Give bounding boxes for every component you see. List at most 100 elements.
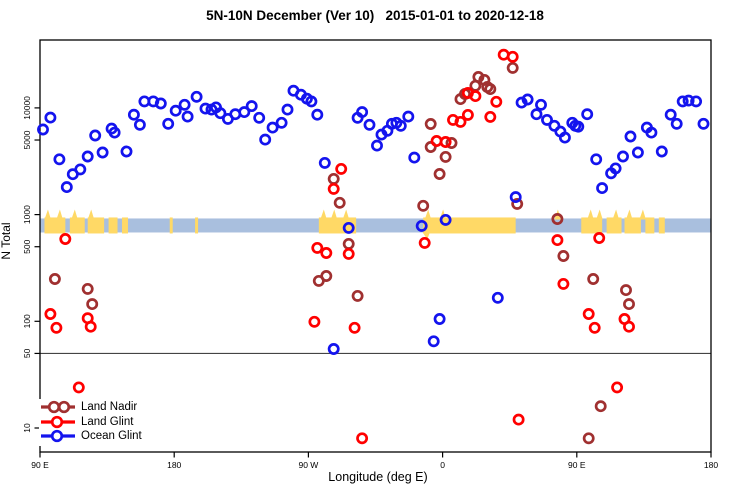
scatter-point-ocean-glint: [363, 118, 376, 131]
scatter-point-land-glint: [469, 90, 482, 103]
scatter-point-land-glint: [557, 277, 570, 290]
land-spike: [342, 209, 350, 220]
scatter-point-land-glint: [348, 321, 361, 334]
scatter-point-land-nadir: [445, 137, 458, 149]
land-band-segment: [108, 217, 118, 234]
scatter-point-ocean-glint: [427, 335, 440, 348]
scatter-point-land-nadir: [472, 71, 485, 83]
land-nadir-symbol-icon: [41, 400, 75, 414]
scatter-point-ocean-glint: [120, 145, 133, 158]
scatter-point-ocean-glint: [609, 162, 622, 175]
scatter-point-ocean-glint: [408, 151, 421, 164]
scatter-point-ocean-glint: [133, 118, 146, 131]
scatter-point-land-glint: [461, 108, 474, 121]
scatter-point-land-nadir: [551, 213, 564, 225]
scatter-point-land-nadir: [557, 250, 570, 262]
scatter-point-ocean-glint: [645, 126, 658, 139]
scatter-point-land-glint: [593, 232, 606, 244]
land-band-segment: [581, 217, 603, 234]
land-spike: [612, 209, 620, 220]
scatter-point-land-glint: [439, 136, 452, 148]
scatter-point-ocean-glint: [535, 98, 547, 111]
scatter-point-land-nadir: [424, 118, 437, 130]
scatter-point-land-nadir: [587, 273, 600, 285]
x-tick-label: 90 W: [298, 460, 318, 470]
scatter-point-ocean-glint: [439, 213, 452, 226]
scatter-point-ocean-glint: [60, 181, 73, 194]
scatter-point-land-nadir: [424, 141, 437, 153]
x-tick-label: 180: [704, 460, 718, 470]
scatter-point-ocean-glint: [697, 117, 710, 130]
scatter-point-ocean-glint: [154, 97, 167, 110]
scatter-point-ocean-glint: [318, 156, 331, 169]
scatter-point-land-nadir: [506, 61, 519, 74]
scatter-point-ocean-glint: [690, 95, 703, 108]
scatter-point-land-glint: [506, 50, 519, 63]
land-spike: [56, 209, 63, 220]
scatter-point-land-nadir: [320, 270, 333, 282]
y-tick-label: 100: [22, 314, 32, 328]
scatter-point-ocean-glint: [53, 153, 66, 166]
legend-symbol: [41, 430, 75, 443]
scatter-point-ocean-glint: [81, 150, 94, 163]
scatter-point-land-nadir: [511, 197, 524, 210]
y-tick-label: 10: [22, 423, 32, 433]
x-tick-label: 90 E: [31, 460, 49, 470]
scatter-point-land-nadir: [484, 83, 497, 96]
scatter-point-ocean-glint: [281, 103, 294, 116]
chart-title: 5N-10N December (Ver 10) 2015-01-01 to 2…: [206, 8, 544, 23]
plot-border: [39, 39, 712, 453]
y-tick-label: 50: [22, 348, 32, 358]
scatter-point-land-glint: [356, 432, 369, 445]
scatter-point-ocean-glint: [581, 108, 594, 121]
land-band-segment: [658, 217, 665, 234]
land-spike: [87, 209, 95, 220]
scatter-point-land-nadir: [48, 273, 61, 285]
land-spike: [320, 209, 327, 220]
legend-symbol: [41, 401, 75, 414]
scatter-point-ocean-glint: [266, 121, 279, 134]
scatter-point-ocean-glint: [521, 93, 534, 106]
y-tick-label: 500: [22, 239, 32, 253]
land-spike: [330, 209, 338, 220]
scatter-point-ocean-glint: [89, 129, 102, 142]
ocean-band: [40, 218, 711, 233]
land-band-segment: [195, 217, 199, 234]
scatter-point-land-glint: [490, 95, 503, 108]
x-axis-label: Longitude (deg E): [328, 470, 428, 484]
legend-item-land-nadir: Land Nadir: [41, 400, 142, 415]
chart-legend: Land Nadir Land Glint Ocean Glint: [39, 399, 146, 446]
ocean-glint-symbol-icon: [41, 429, 75, 443]
scatter-point-ocean-glint: [558, 131, 571, 144]
scatter-point-ocean-glint: [169, 104, 182, 117]
land-spike: [596, 209, 603, 220]
scatter-point-ocean-glint: [631, 146, 644, 159]
scatter-point-ocean-glint: [259, 133, 272, 146]
land-band-segment: [87, 217, 105, 234]
y-tick-label: 5000: [22, 130, 32, 149]
land-band-segment: [624, 217, 641, 234]
scatter-point-land-glint: [308, 315, 321, 328]
scatter-point-land-glint: [342, 247, 355, 260]
scatter-point-ocean-glint: [214, 107, 227, 120]
scatter-point-ocean-glint: [181, 110, 194, 123]
scatter-point-ocean-glint: [433, 313, 446, 325]
scatter-point-ocean-glint: [108, 126, 121, 139]
scatter-point-ocean-glint: [305, 95, 318, 108]
y-tick-label: 1000: [22, 205, 32, 224]
scatter-point-ocean-glint: [664, 108, 677, 121]
scatter-point-ocean-glint: [190, 90, 203, 103]
land-spike: [44, 209, 51, 220]
land-band-segment: [122, 217, 128, 234]
scatter-point-ocean-glint: [245, 100, 258, 113]
scatter-point-ocean-glint: [275, 116, 288, 129]
land-spike: [639, 209, 646, 220]
scatter-point-land-glint: [44, 308, 57, 320]
scatter-point-land-glint: [512, 413, 525, 426]
scatter-point-land-glint: [72, 381, 85, 394]
scatter-point-ocean-glint: [371, 139, 383, 152]
land-band-segment: [423, 217, 516, 234]
scatter-point-ocean-glint: [617, 150, 629, 163]
scatter-point-land-nadir: [342, 237, 355, 250]
